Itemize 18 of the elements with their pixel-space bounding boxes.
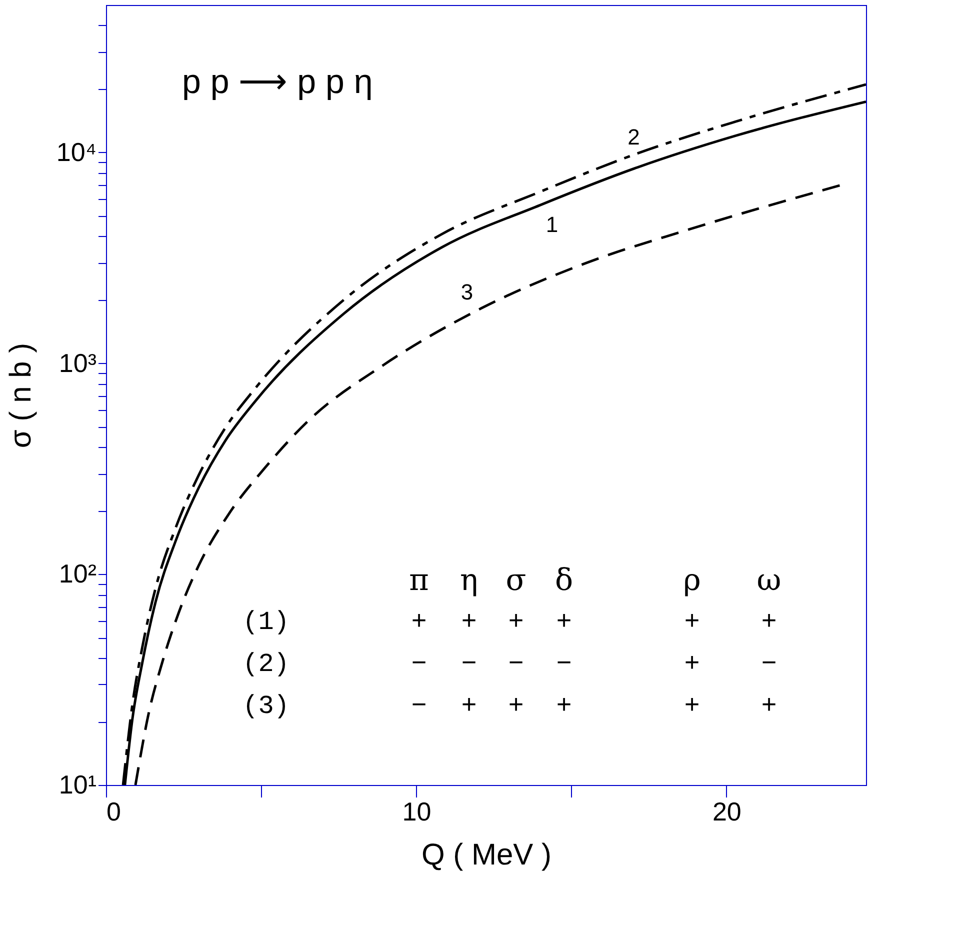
x-tick-label: 0 <box>106 796 121 826</box>
y-axis-title: σ ( n b ) <box>4 342 38 448</box>
y-tick-label: 10⁴ <box>56 136 96 167</box>
annotation: p p ⟶ p p η <box>182 63 373 101</box>
y-tick-label: 10² <box>58 558 97 589</box>
series-label: 3 <box>460 279 474 304</box>
series-label: 2 <box>628 124 640 150</box>
x-tick-label: 20 <box>712 796 742 826</box>
y-tick-label: 10¹ <box>58 770 97 800</box>
series-label: 1 <box>546 212 558 238</box>
y-tick-label: 10³ <box>58 348 97 378</box>
x-tick-label: 10 <box>402 796 432 826</box>
text: π η σ δ ρ ω <box>409 563 782 598</box>
text: (1) + + + + + + <box>242 607 777 637</box>
line-series <box>134 184 842 785</box>
x-axis-title: Q ( MeV ) <box>421 838 552 872</box>
text: (2) − − − − + − <box>242 649 777 679</box>
text: (3) − + + + + + <box>242 691 777 721</box>
